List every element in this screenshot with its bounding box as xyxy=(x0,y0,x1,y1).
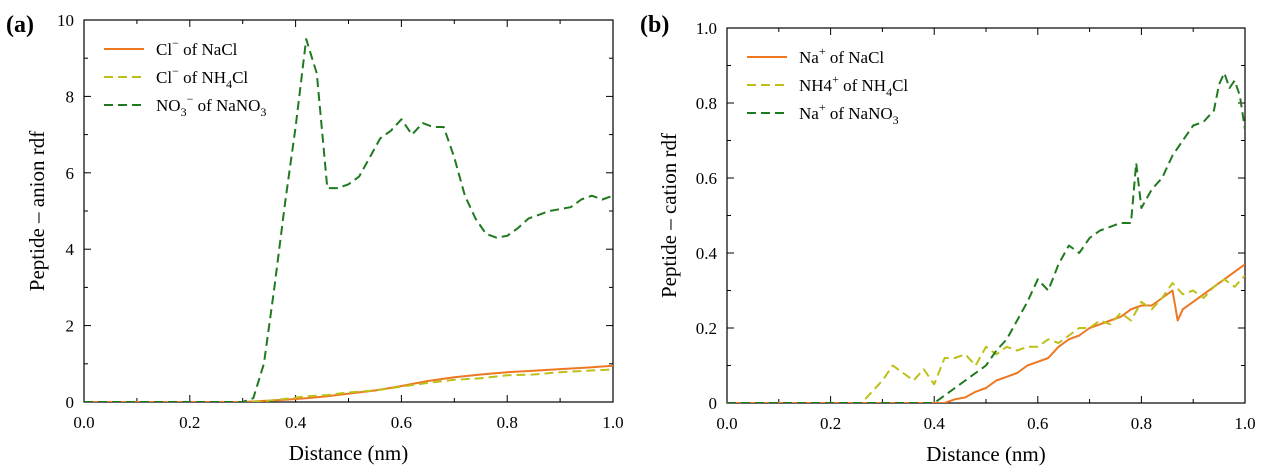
y-tick-label: 8 xyxy=(66,87,75,106)
x-axis-title: Distance (nm) xyxy=(926,442,1046,466)
series-line-0 xyxy=(84,364,613,402)
x-tick-label: 1.0 xyxy=(1234,414,1255,433)
y-tick-label: 0.6 xyxy=(696,169,717,188)
legend-label: Na+ of NaNO3 xyxy=(799,100,899,127)
y-tick-label: 6 xyxy=(66,164,75,183)
series-line-2 xyxy=(84,38,613,402)
y-tick-label: 0.4 xyxy=(696,244,718,263)
x-tick-label: 0.2 xyxy=(179,413,200,432)
series-line-0 xyxy=(727,263,1245,403)
x-tick-label: 0.6 xyxy=(391,413,412,432)
chart-panel-b: (b) 0.0 0.2 0.4 0.6 0.8 1.0 0 0.2 0.4 0.6 0.8 1.0 Dis… xyxy=(640,12,1256,466)
legend-label: Cl− of NaCl xyxy=(156,36,238,59)
panel-label: (a) xyxy=(6,12,34,38)
x-tick-label: 0.4 xyxy=(924,414,946,433)
x-tick-label: 0.8 xyxy=(1131,414,1152,433)
y-tick-label: 0.8 xyxy=(696,94,717,113)
x-tick-label: 0.0 xyxy=(716,414,737,433)
x-tick-label: 0.8 xyxy=(497,413,518,432)
legend-label: NO3− of NaNO3 xyxy=(156,92,266,119)
y-tick-label: 2 xyxy=(66,317,75,336)
y-axis-title: Peptide – cation rdf xyxy=(657,133,681,298)
y-tick-label: 0 xyxy=(709,394,718,413)
series-line-1 xyxy=(84,368,613,402)
y-tick-label: 0 xyxy=(66,393,75,412)
series-line-1 xyxy=(727,274,1245,403)
y-tick-label: 10 xyxy=(57,11,74,30)
y-tick-label: 1.0 xyxy=(696,19,717,38)
y-tick-label: 0.2 xyxy=(696,319,717,338)
y-tick-label: 4 xyxy=(66,240,75,259)
chart-panel-a: (a) 0.0 0.2 0.4 0.6 0.8 1.0 0 2 4 6 8 10 Distance (nm… xyxy=(6,11,624,465)
x-axis-title: Distance (nm) xyxy=(289,441,409,465)
x-tick-label: 0.2 xyxy=(820,414,841,433)
series-line-2 xyxy=(727,72,1245,403)
legend-label: NH4+ of NH4Cl xyxy=(799,72,908,99)
x-tick-label: 0.6 xyxy=(1027,414,1048,433)
x-tick-label: 0.0 xyxy=(73,413,94,432)
x-tick-label: 1.0 xyxy=(602,413,623,432)
x-tick-label: 0.4 xyxy=(285,413,307,432)
panel-label: (b) xyxy=(640,12,669,38)
legend-label: Na+ of NaCl xyxy=(799,44,884,67)
legend-label: Cl− of NH4Cl xyxy=(156,64,248,91)
y-axis-title: Peptide – anion rdf xyxy=(25,131,49,291)
